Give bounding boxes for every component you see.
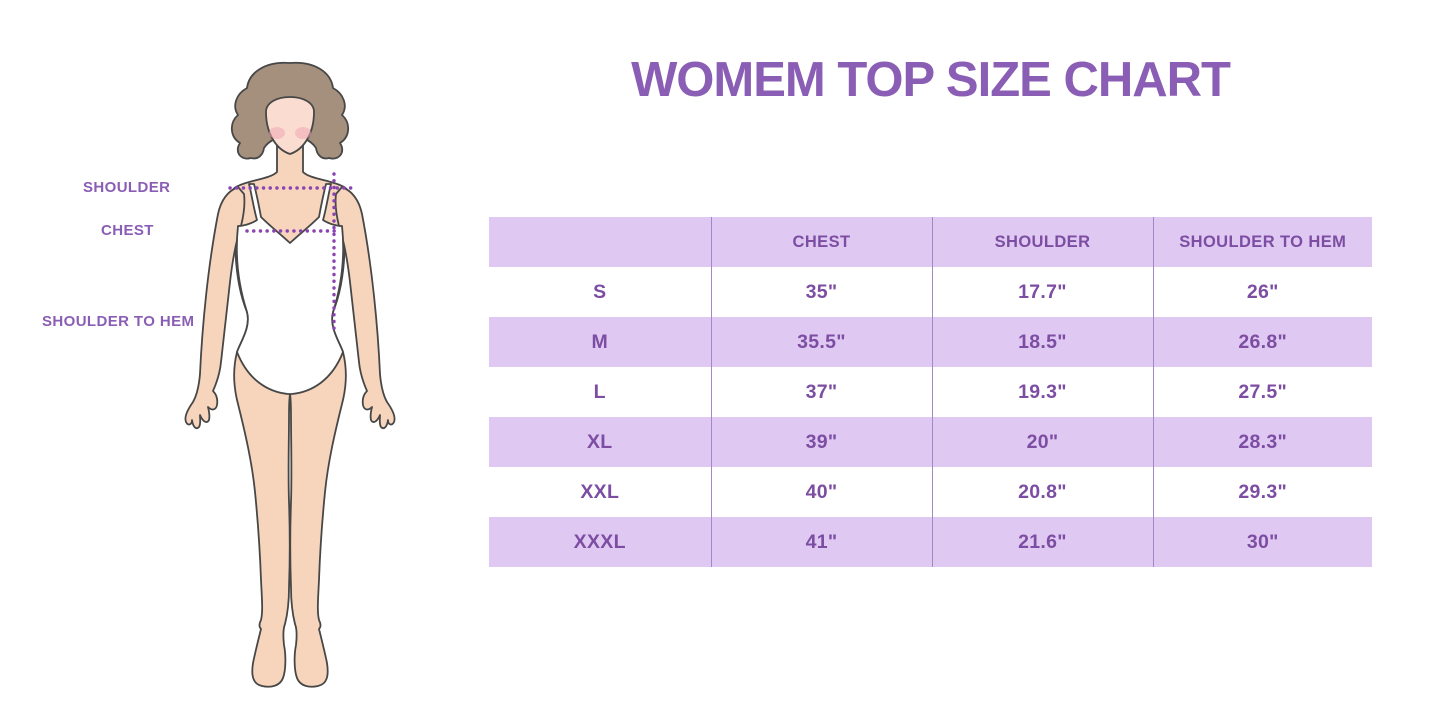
left-blush [269, 127, 285, 139]
face [265, 96, 315, 155]
table-row-xl: XL 39" 20" 28.3" [489, 417, 1372, 467]
shoulder-cell: 18.5" [931, 317, 1153, 367]
chest-cell: 40" [710, 467, 932, 517]
shoulder-to-hem-cell: 27.5" [1152, 367, 1372, 417]
table-row-m: M 35.5" 18.5" 26.8" [489, 317, 1372, 367]
shoulder-to-hem-cell: 28.3" [1152, 417, 1372, 467]
size-cell: S [593, 280, 607, 303]
left-arm [184, 186, 246, 430]
table-row-s: S 35" 17.7" 26" [489, 267, 1372, 317]
shoulder-to-hem-cell: 26.8" [1152, 317, 1372, 367]
shoulder-cell: 19.3" [931, 367, 1153, 417]
chest-cell: 41" [710, 517, 932, 567]
right-blush [295, 127, 311, 139]
shoulder-cell: 17.7" [931, 267, 1153, 317]
size-cell: XXXL [489, 517, 711, 567]
table-row-xxl: XXL 40" 20.8" 29.3" [489, 467, 1372, 517]
shoulder-cell: 20.8" [931, 467, 1153, 517]
measurement-figure-panel: SHOULDER CHEST SHOULDER TO HEM [0, 0, 460, 723]
right-arm [334, 186, 396, 430]
bodysuit [236, 183, 344, 395]
header-row: CHEST SHOULDER SHOULDER TO HEM [489, 217, 1372, 267]
shoulder-to-hem-cell: 30" [1152, 517, 1372, 567]
header-chest: CHEST [710, 217, 932, 267]
header-shoulder-to-hem: SHOULDER TO HEM [1152, 217, 1372, 267]
body-silhouette [230, 139, 350, 688]
size-cell: XXL [580, 480, 620, 503]
chest-cell: 37" [710, 367, 932, 417]
shoulder-to-hem-measure-label: SHOULDER TO HEM [42, 313, 195, 330]
table-row-xxxl: XXXL 41" 21.6" 30" [489, 517, 1372, 567]
shoulder-to-hem-cell: 29.3" [1152, 467, 1372, 517]
size-table-body: S 35" 17.7" 26" M 35.5" 18.5" 26.8" L 37… [489, 267, 1372, 567]
shoulder-to-hem-cell: 26" [1152, 267, 1372, 317]
table-row-l: L 37" 19.3" 27.5" [489, 367, 1372, 417]
size-cell: L [593, 380, 606, 403]
chest-measure-label: CHEST [101, 222, 154, 239]
size-cell: XL [489, 417, 711, 467]
header-shoulder: SHOULDER [931, 217, 1153, 267]
header-size-blank [489, 217, 711, 267]
page-title: WOMEM TOP SIZE CHART [631, 53, 1231, 107]
size-cell: M [489, 317, 711, 367]
size-table-header: CHEST SHOULDER SHOULDER TO HEM [489, 217, 1372, 267]
shoulder-cell: 20" [931, 417, 1153, 467]
shoulder-cell: 21.6" [931, 517, 1153, 567]
chest-cell: 35.5" [710, 317, 932, 367]
chest-cell: 39" [710, 417, 932, 467]
chest-cell: 35" [710, 267, 932, 317]
shoulder-measure-label: SHOULDER [83, 179, 171, 196]
woman-figure-illustration [184, 61, 396, 688]
size-table: CHEST SHOULDER SHOULDER TO HEM S 35" 17.… [489, 217, 1372, 567]
